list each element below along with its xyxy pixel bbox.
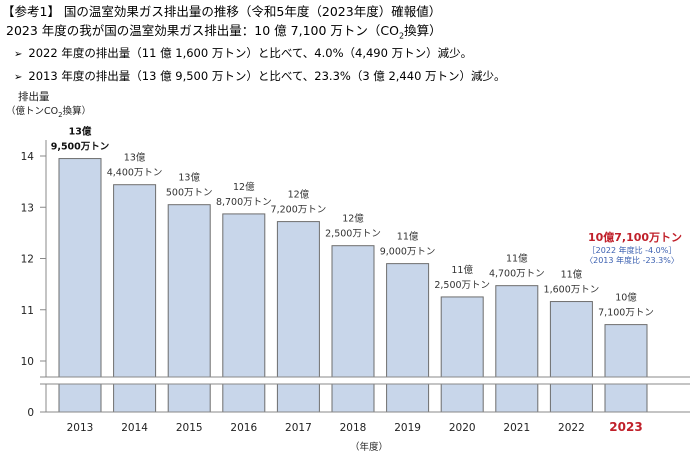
bar-label-man: 9,000万トン: [380, 247, 436, 258]
summary-text: 2023 年度の我が国の温室効果ガス排出量：10 億 7,100 万トン（CO: [6, 23, 399, 38]
bar-2023: [604, 324, 648, 413]
bar-label-man: 7,100万トン: [598, 308, 654, 319]
bar-2013: [58, 158, 102, 413]
x-tick-label: 2016: [230, 422, 257, 434]
bullet-2022-comparison: ➢ 2022 年度の排出量（11 億 1,600 万トン）と比べて、4.0%（4,…: [14, 45, 472, 61]
x-tick-label: 2023: [609, 420, 642, 434]
bar-label-oku: 11億: [451, 264, 473, 276]
bar-value-labels: 13億 9,500万トン 13億 4,400万トン 13億 500万トン 12億 8,700万…: [51, 126, 654, 319]
arrow-bullet-icon: ➢: [14, 49, 23, 60]
bullet-2013-comparison: ➢ 2013 年度の排出量（13 億 9,500 万トン）と比べて、23.3%（3…: [14, 68, 506, 84]
bar-label-oku: 12億: [233, 181, 255, 193]
bar-2022: [549, 301, 593, 413]
x-axis-ticks: 2013 2014 2015 2016 2017 2018 2019 2020 2021 2022…: [67, 420, 643, 434]
bar-2020: [440, 296, 484, 413]
y-axis-ticks: 14 13 12 11 10 0: [21, 140, 47, 419]
y-axis-label-line2: （億トンCO2換算）: [6, 105, 91, 119]
bar-2021: [495, 285, 539, 413]
y-tick-label: 0: [27, 407, 34, 419]
bar-label-man: 2,500万トン: [325, 229, 381, 240]
axis-break-band: [40, 377, 690, 384]
x-tick-label: 2022: [558, 422, 585, 434]
y-tick-label: 10: [21, 356, 34, 368]
page-title: 【参考1】 国の温室効果ガス排出量の推移（令和5年度（2023年度）確報値）: [2, 4, 442, 19]
bar-2018: [331, 245, 375, 413]
y-tick-label: 12: [21, 254, 34, 266]
x-tick-label: 2015: [176, 422, 203, 434]
bar-label-oku: 12億: [342, 213, 364, 225]
bar-label-oku: 12億: [288, 189, 310, 201]
bar-label-man: 1,600万トン: [544, 285, 600, 296]
highlight-2023-total: 10億7,100万トン: [588, 230, 682, 244]
bar-label-man: 9,500万トン: [51, 142, 110, 153]
x-tick-label: 2013: [67, 422, 94, 434]
x-tick-label: 2014: [121, 422, 148, 434]
bar-2019: [386, 263, 430, 413]
bullet-text: 2022 年度の排出量（11 億 1,600 万トン）と比べて、4.0%（4,4…: [28, 46, 473, 60]
arrow-bullet-icon: ➢: [14, 72, 23, 83]
bullet-text: 2013 年度の排出量（13 億 9,500 万トン）と比べて、23.3%（3 …: [28, 69, 506, 83]
y-tick-label: 11: [21, 305, 34, 317]
bar-label-oku: 13億: [178, 172, 200, 184]
highlight-note-2013: 〈2013 年度比 -23.3%〉: [585, 255, 679, 265]
bar-label-man: 7,200万トン: [271, 205, 327, 216]
x-tick-label: 2017: [285, 422, 312, 434]
bar-label-man: 4,400万トン: [107, 168, 163, 179]
bar-label-oku: 10億: [615, 292, 637, 304]
summary-subscript: 2: [398, 31, 405, 41]
y-tick-label: 14: [21, 151, 35, 163]
summary-line: 2023 年度の我が国の温室効果ガス排出量：10 億 7,100 万トン（CO2…: [6, 20, 442, 41]
x-tick-label: 2021: [503, 422, 530, 434]
summary-text-end: 換算）: [404, 23, 442, 38]
bar-label-man: 8,700万トン: [216, 197, 272, 208]
x-axis-label: （年度）: [350, 441, 388, 453]
bar-label-oku: 13億: [124, 152, 146, 164]
bar-label-oku: 13億: [69, 126, 92, 138]
highlight-note-2022: ［2022 年度比 -4.0%］: [588, 245, 677, 255]
y-tick-label: 13: [21, 202, 34, 214]
bar-label-man: 500万トン: [166, 188, 213, 199]
bar-label-oku: 11億: [397, 231, 419, 243]
x-tick-label: 2018: [340, 422, 367, 434]
bar-label-oku: 11億: [506, 253, 528, 265]
bar-label-oku: 11億: [561, 269, 583, 281]
y-axis-label-line1: 排出量: [18, 90, 50, 103]
bar-label-man: 2,500万トン: [434, 280, 490, 291]
x-tick-label: 2020: [449, 422, 476, 434]
x-tick-label: 2019: [394, 422, 421, 434]
bar-label-man: 4,700万トン: [489, 269, 545, 280]
